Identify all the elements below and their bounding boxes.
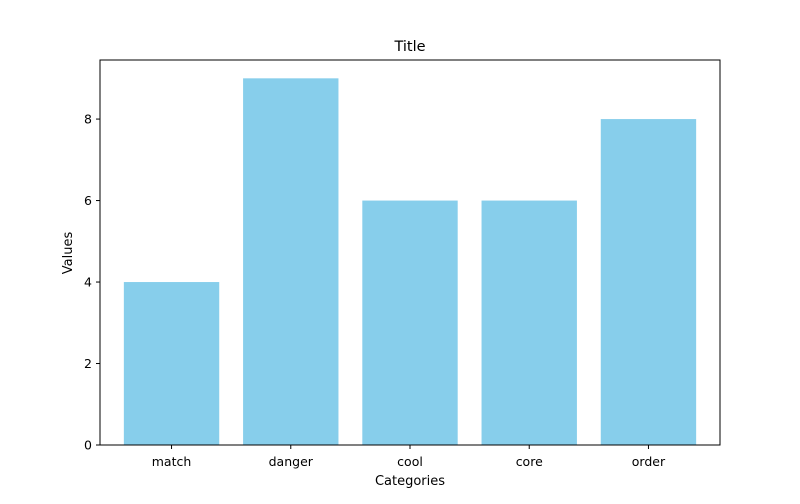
y-tick-label: 6: [84, 193, 92, 208]
y-tick-label: 2: [84, 356, 92, 371]
x-axis: match danger cool core order: [152, 445, 666, 469]
y-tick-label: 4: [84, 275, 92, 290]
chart-title: Title: [393, 39, 425, 55]
x-tick-label: cool: [397, 454, 423, 469]
x-tick-label: order: [632, 454, 666, 469]
bar-core: [481, 200, 577, 445]
bars-layer: [123, 78, 697, 445]
x-tick-label: danger: [269, 454, 314, 469]
x-tick-label: match: [152, 454, 192, 469]
bar-order: [600, 119, 697, 445]
x-tick-label: core: [516, 454, 543, 469]
y-tick-label: 0: [84, 438, 92, 453]
bar-cool: [362, 200, 458, 445]
bar-match: [123, 282, 220, 445]
bar-danger: [243, 78, 339, 445]
y-axis-label: Values: [61, 232, 76, 275]
y-tick-label: 8: [84, 112, 92, 127]
x-axis-label: Categories: [375, 474, 445, 489]
y-axis: 0 2 4 6 8: [84, 112, 100, 453]
